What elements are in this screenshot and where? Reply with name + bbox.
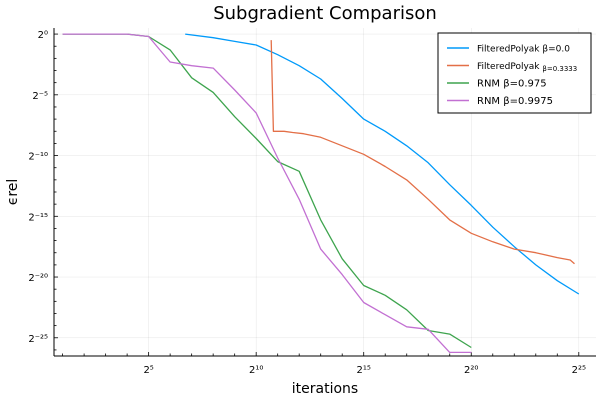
legend-series-name: RNM xyxy=(477,96,500,107)
x-tick-label: 2²⁰ xyxy=(464,365,478,376)
legend-series-name: RNM xyxy=(477,79,500,90)
legend-series-beta: β=0.0 xyxy=(542,45,570,55)
legend-series-beta: β=0.9975 xyxy=(503,96,553,107)
y-tick-label: 2⁻²⁵ xyxy=(28,334,48,345)
series-line-2 xyxy=(270,40,575,265)
series-layer xyxy=(62,33,580,354)
axes-layer xyxy=(53,28,596,357)
y-tick-label: 2⁻⁵ xyxy=(32,91,48,102)
y-tick-label: 2⁻¹⁰ xyxy=(28,152,48,163)
legend-series-name: FilteredPolyak xyxy=(477,45,540,55)
y-tick-label: 2⁻²⁰ xyxy=(28,273,48,284)
series-line-4 xyxy=(62,33,472,354)
x-tick-label: 2⁵ xyxy=(143,365,153,376)
legend-series-beta: β=0.3333 xyxy=(542,65,577,73)
legend-series-beta: β=0.975 xyxy=(503,79,546,90)
legend-label-4: RNM β=0.9975 xyxy=(477,96,553,107)
y-tick-label: 2⁻¹⁵ xyxy=(28,212,48,223)
legend-label-1: FilteredPolyak β=0.0 xyxy=(477,45,570,55)
tick-labels: 2⁵ 2¹⁰ 2¹⁵ 2²⁰ 2²⁵ 2⁰ 2⁻⁵ 2⁻¹⁰ 2⁻¹⁵ 2⁻²⁰ 2⁻²⁵ xyxy=(28,30,586,376)
legend-box xyxy=(437,32,592,114)
x-axis-label: iterations xyxy=(292,381,358,397)
legend-label-3: RNM β=0.975 xyxy=(477,79,547,90)
legend-label-2: FilteredPolyak β=0.3333 xyxy=(477,62,577,73)
legend-series-name: FilteredPolyak xyxy=(477,62,540,72)
y-axis-label: ϵrel xyxy=(5,179,21,206)
x-tick-label: 2¹⁰ xyxy=(249,365,263,376)
x-tick-label: 2¹⁵ xyxy=(357,365,371,376)
chart-title: Subgradient Comparison xyxy=(213,3,437,24)
series-line-1 xyxy=(185,33,580,295)
x-tick-label: 2²⁵ xyxy=(572,365,586,376)
y-tick-label: 2⁰ xyxy=(38,30,48,41)
